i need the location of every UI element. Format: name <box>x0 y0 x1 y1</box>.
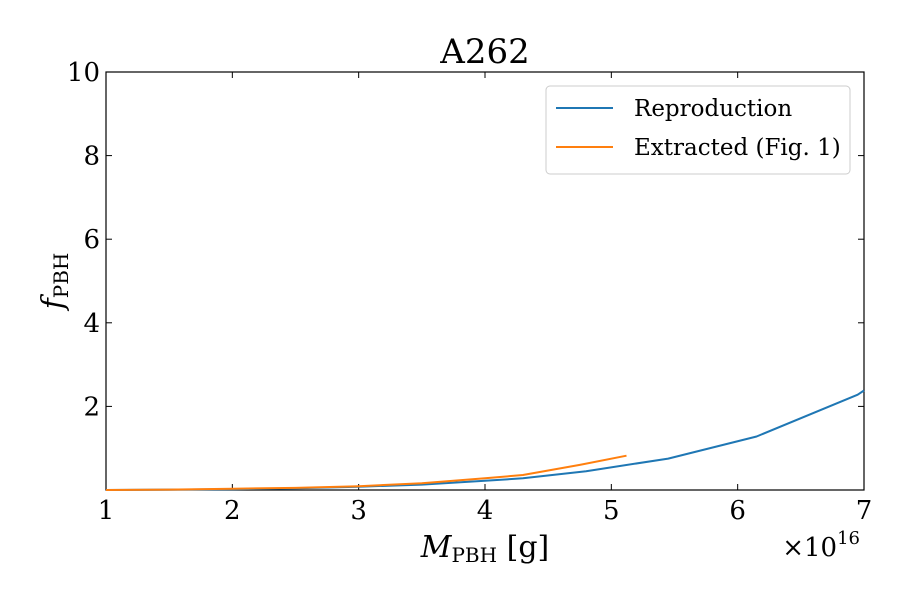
legend-box <box>545 85 851 175</box>
series-line-extracted-fig-1 <box>105 454 627 491</box>
x-tick-label: 1 <box>98 496 115 526</box>
legend: Reproduction Extracted (Fig. 1) <box>545 85 851 175</box>
x-tick-label: 3 <box>350 496 367 526</box>
x-axis-multiplier-exponent: 16 <box>837 528 860 549</box>
y-axis-label: fPBH <box>36 253 73 312</box>
x-axis-label-unit: [g] <box>497 530 549 565</box>
x-axis-multiplier-base: ×10 <box>782 533 837 563</box>
x-tick-label: 7 <box>856 496 873 526</box>
y-tick-label: 8 <box>83 142 100 172</box>
y-tick-label: 4 <box>83 309 100 339</box>
x-axis-ticks: 1 2 3 4 5 6 7 <box>98 72 873 526</box>
series-lines <box>105 389 865 491</box>
x-tick-label: 6 <box>729 496 746 526</box>
series-line-reproduction <box>105 389 865 491</box>
x-axis-label-symbol: M <box>420 530 453 565</box>
x-tick-label: 5 <box>603 496 620 526</box>
x-axis-label-subscript: PBH <box>451 543 497 567</box>
chart-title: A262 <box>439 32 529 72</box>
x-tick-label: 2 <box>224 496 241 526</box>
legend-label-extracted: Extracted (Fig. 1) <box>634 135 841 161</box>
legend-label-reproduction: Reproduction <box>634 96 792 122</box>
x-axis-label: MPBH [g] <box>420 530 549 567</box>
x-tick-label: 4 <box>477 496 494 526</box>
y-tick-label: 2 <box>83 392 100 422</box>
y-tick-label: 6 <box>83 225 100 255</box>
y-axis-label-subscript: PBH <box>49 253 73 299</box>
y-tick-label: 10 <box>67 58 100 88</box>
y-axis-ticks: 2 4 6 8 10 <box>67 58 864 422</box>
x-axis-multiplier: ×1016 <box>782 528 860 563</box>
